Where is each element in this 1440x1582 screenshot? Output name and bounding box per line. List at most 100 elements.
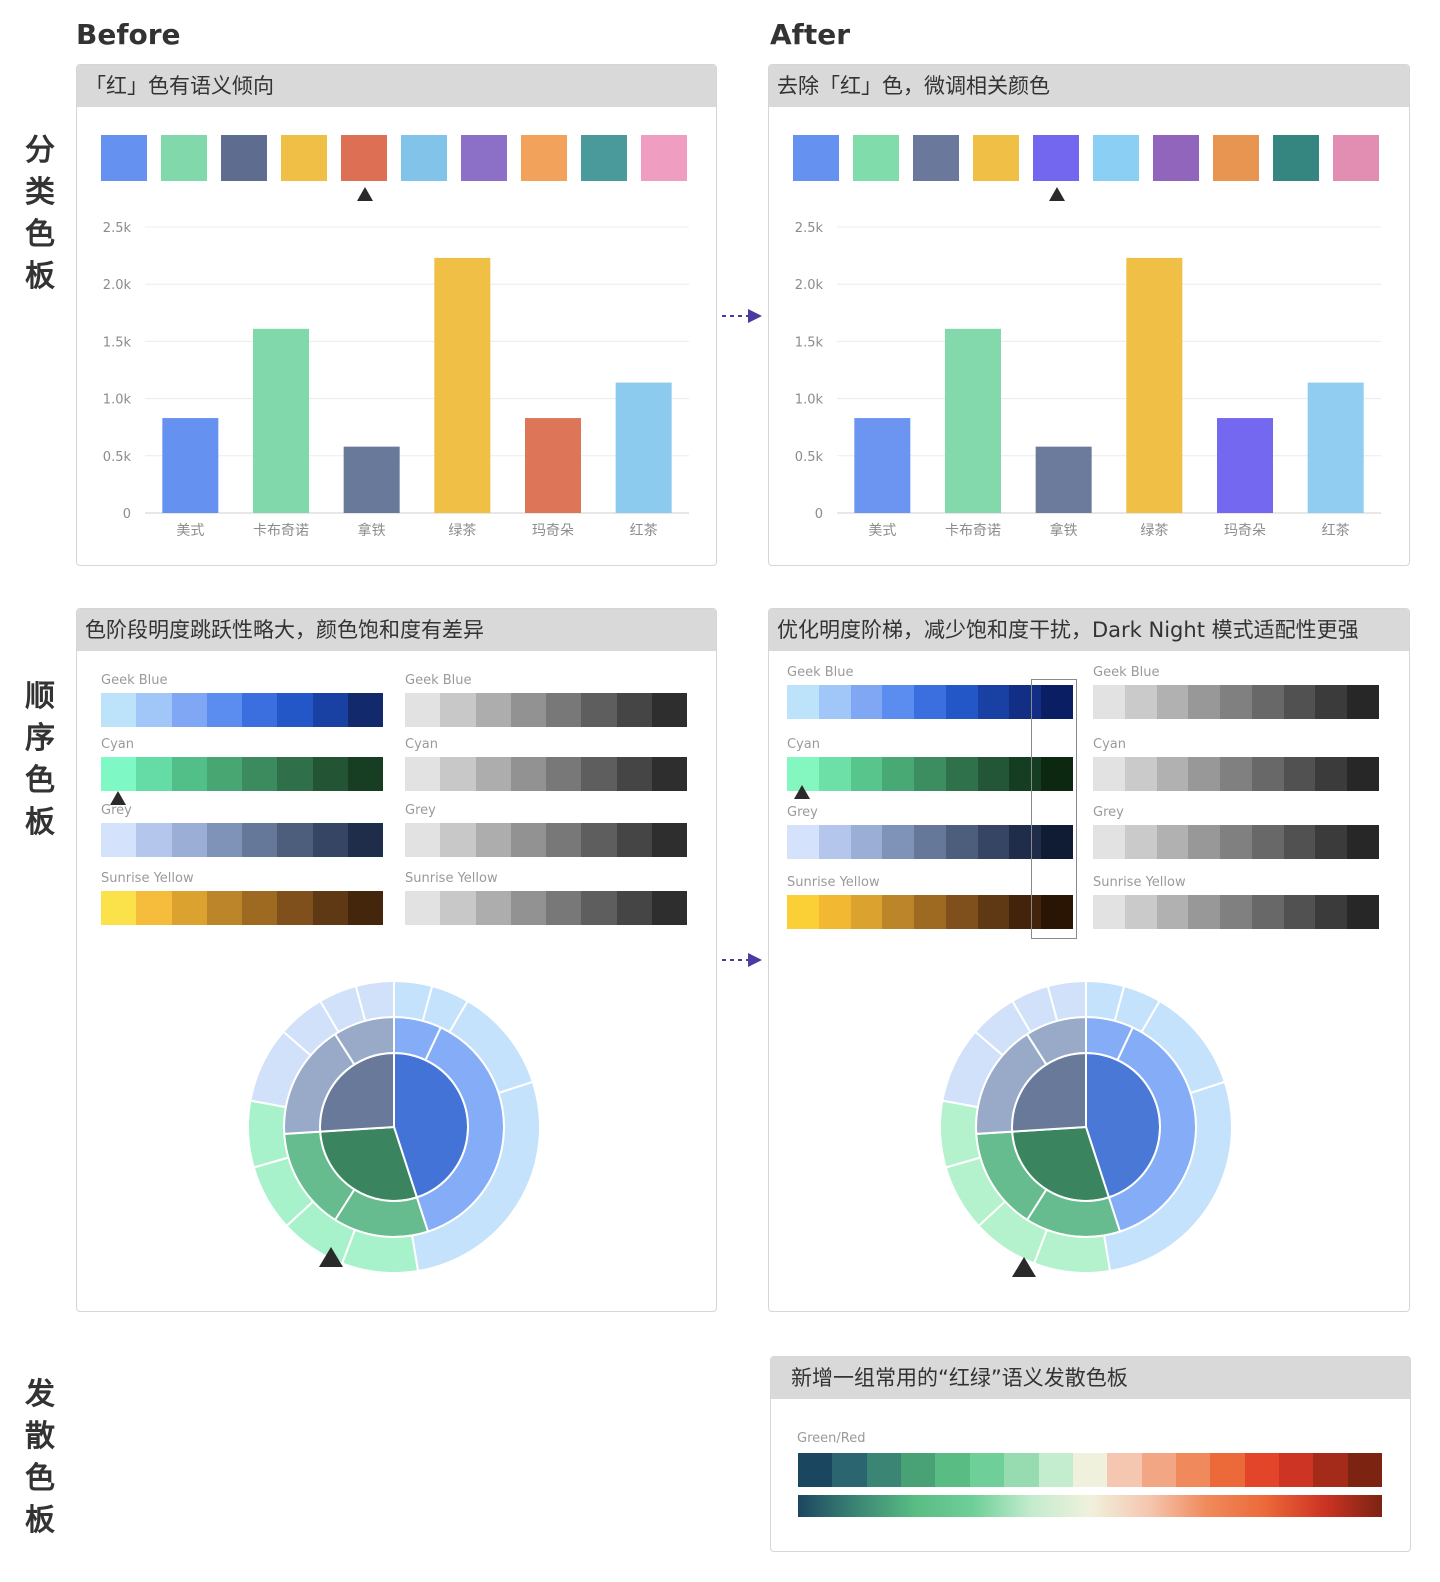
bar <box>854 418 911 513</box>
bar <box>253 328 309 513</box>
palette-swatch <box>793 135 839 181</box>
color-ramp <box>787 685 1074 719</box>
color-ramp <box>405 891 687 925</box>
ramp-step <box>1315 825 1348 859</box>
palette-swatch <box>281 135 327 181</box>
ramp-step <box>171 693 207 727</box>
ramp-step <box>1124 825 1157 859</box>
x-tick-label: 玛奇朵 <box>1224 522 1266 539</box>
ramp-step <box>651 693 687 727</box>
ramp-step <box>1124 757 1157 791</box>
ramp-step <box>1315 757 1348 791</box>
ramp-step <box>101 757 137 791</box>
color-ramp <box>101 823 383 857</box>
color-ramp <box>101 757 383 791</box>
ramp-step <box>1315 685 1348 719</box>
panel-categorical-after: 去除「红」色，微调相关颜色 0 0.5k 1.0k 1.5k 2.0k 2.5k 美式 卡布奇… <box>768 64 1410 566</box>
ramp-step <box>616 823 652 857</box>
ramp-step <box>1220 825 1252 859</box>
ramp-step <box>798 1453 833 1487</box>
ramp-step <box>277 823 313 857</box>
sunburst-segment <box>1046 979 1087 1023</box>
ramp-step <box>914 685 946 719</box>
pointer-triangle-icon <box>357 187 373 201</box>
ramp-step <box>1251 825 1284 859</box>
ramp-step <box>440 693 476 727</box>
ramp-label: Grey <box>101 803 132 818</box>
ramp-step <box>101 693 137 727</box>
palette-swatch <box>101 135 147 181</box>
ramp-step <box>901 1453 936 1487</box>
x-tick-label: 红茶 <box>1322 523 1350 539</box>
palette-swatch <box>161 135 207 181</box>
color-ramp <box>1093 685 1380 719</box>
column-title-after: After <box>770 18 851 51</box>
ramp-step <box>1283 825 1316 859</box>
palette-swatch <box>1093 135 1139 181</box>
y-tick-label: 2.0k <box>103 278 132 293</box>
color-ramp <box>1093 757 1380 791</box>
panel-title: 新增一组常用的“红绿”语义发散色板 <box>771 1357 1410 1399</box>
ramp-step <box>1188 685 1221 719</box>
pointer-triangle-icon <box>110 791 126 805</box>
ramp-step <box>1283 757 1316 791</box>
color-ramp <box>405 823 687 857</box>
diverging-steps <box>798 1453 1383 1487</box>
ramp-step <box>1347 825 1380 859</box>
color-ramp <box>101 693 383 727</box>
ramp-step <box>977 825 1010 859</box>
ramp-step <box>1041 895 1074 929</box>
ramp-label: Cyan <box>1093 737 1126 752</box>
y-tick-label: 1.5k <box>103 335 132 350</box>
y-tick-label: 1.0k <box>103 393 132 408</box>
y-tick-label: 2.5k <box>103 221 132 236</box>
ramp-step <box>475 823 511 857</box>
ramp-step <box>1041 825 1074 859</box>
ramp-step <box>1347 1453 1383 1487</box>
ramp-step <box>1251 685 1284 719</box>
color-ramp <box>405 693 687 727</box>
ramp-step <box>347 757 383 791</box>
ramp-step <box>1107 1453 1142 1487</box>
ramp-step <box>171 823 207 857</box>
palette-swatch <box>1153 135 1199 181</box>
color-ramp <box>1093 895 1380 929</box>
ramp-step <box>440 757 476 791</box>
ramp-step <box>136 693 172 727</box>
ramp-step <box>1347 895 1380 929</box>
ramp-step <box>1072 1453 1108 1487</box>
ramp-step <box>1009 895 1042 929</box>
ramp-step <box>312 823 348 857</box>
ramp-label: Cyan <box>787 737 820 752</box>
ramp-step <box>1124 685 1157 719</box>
color-ramp <box>1093 825 1380 859</box>
y-tick-label: 2.0k <box>795 278 824 293</box>
ramp-step <box>1220 685 1252 719</box>
ramp-label: Sunrise Yellow <box>101 871 194 886</box>
y-tick-label: 1.0k <box>795 393 824 408</box>
x-tick-label: 美式 <box>868 523 896 539</box>
ramp-step <box>651 891 687 925</box>
palette-swatch <box>221 135 267 181</box>
palette-swatch <box>1273 135 1319 181</box>
ramp-step <box>1210 1453 1245 1487</box>
ramp-label: Cyan <box>101 737 134 752</box>
palette-swatch <box>401 135 447 181</box>
y-tick-label: 0 <box>815 507 823 522</box>
ramp-step <box>818 825 851 859</box>
ramp-step <box>787 895 819 929</box>
ramp-step <box>1347 757 1380 791</box>
ramp-step <box>651 823 687 857</box>
ramp-step <box>242 693 278 727</box>
ramp-step <box>1313 1453 1348 1487</box>
ramp-step <box>977 757 1010 791</box>
ramp-step <box>882 757 915 791</box>
panel-sequential-before: 色阶段明度跳跃性略大，颜色饱和度有差异 Geek Blue Cyan Grey Sun… <box>76 608 717 1312</box>
ramp-step <box>581 757 617 791</box>
ramp-step <box>277 757 313 791</box>
palette-swatch <box>913 135 959 181</box>
ramp-step <box>1124 895 1157 929</box>
y-tick-label: 2.5k <box>795 221 824 236</box>
ramp-label: Sunrise Yellow <box>1093 875 1186 890</box>
ramp-step <box>546 823 582 857</box>
